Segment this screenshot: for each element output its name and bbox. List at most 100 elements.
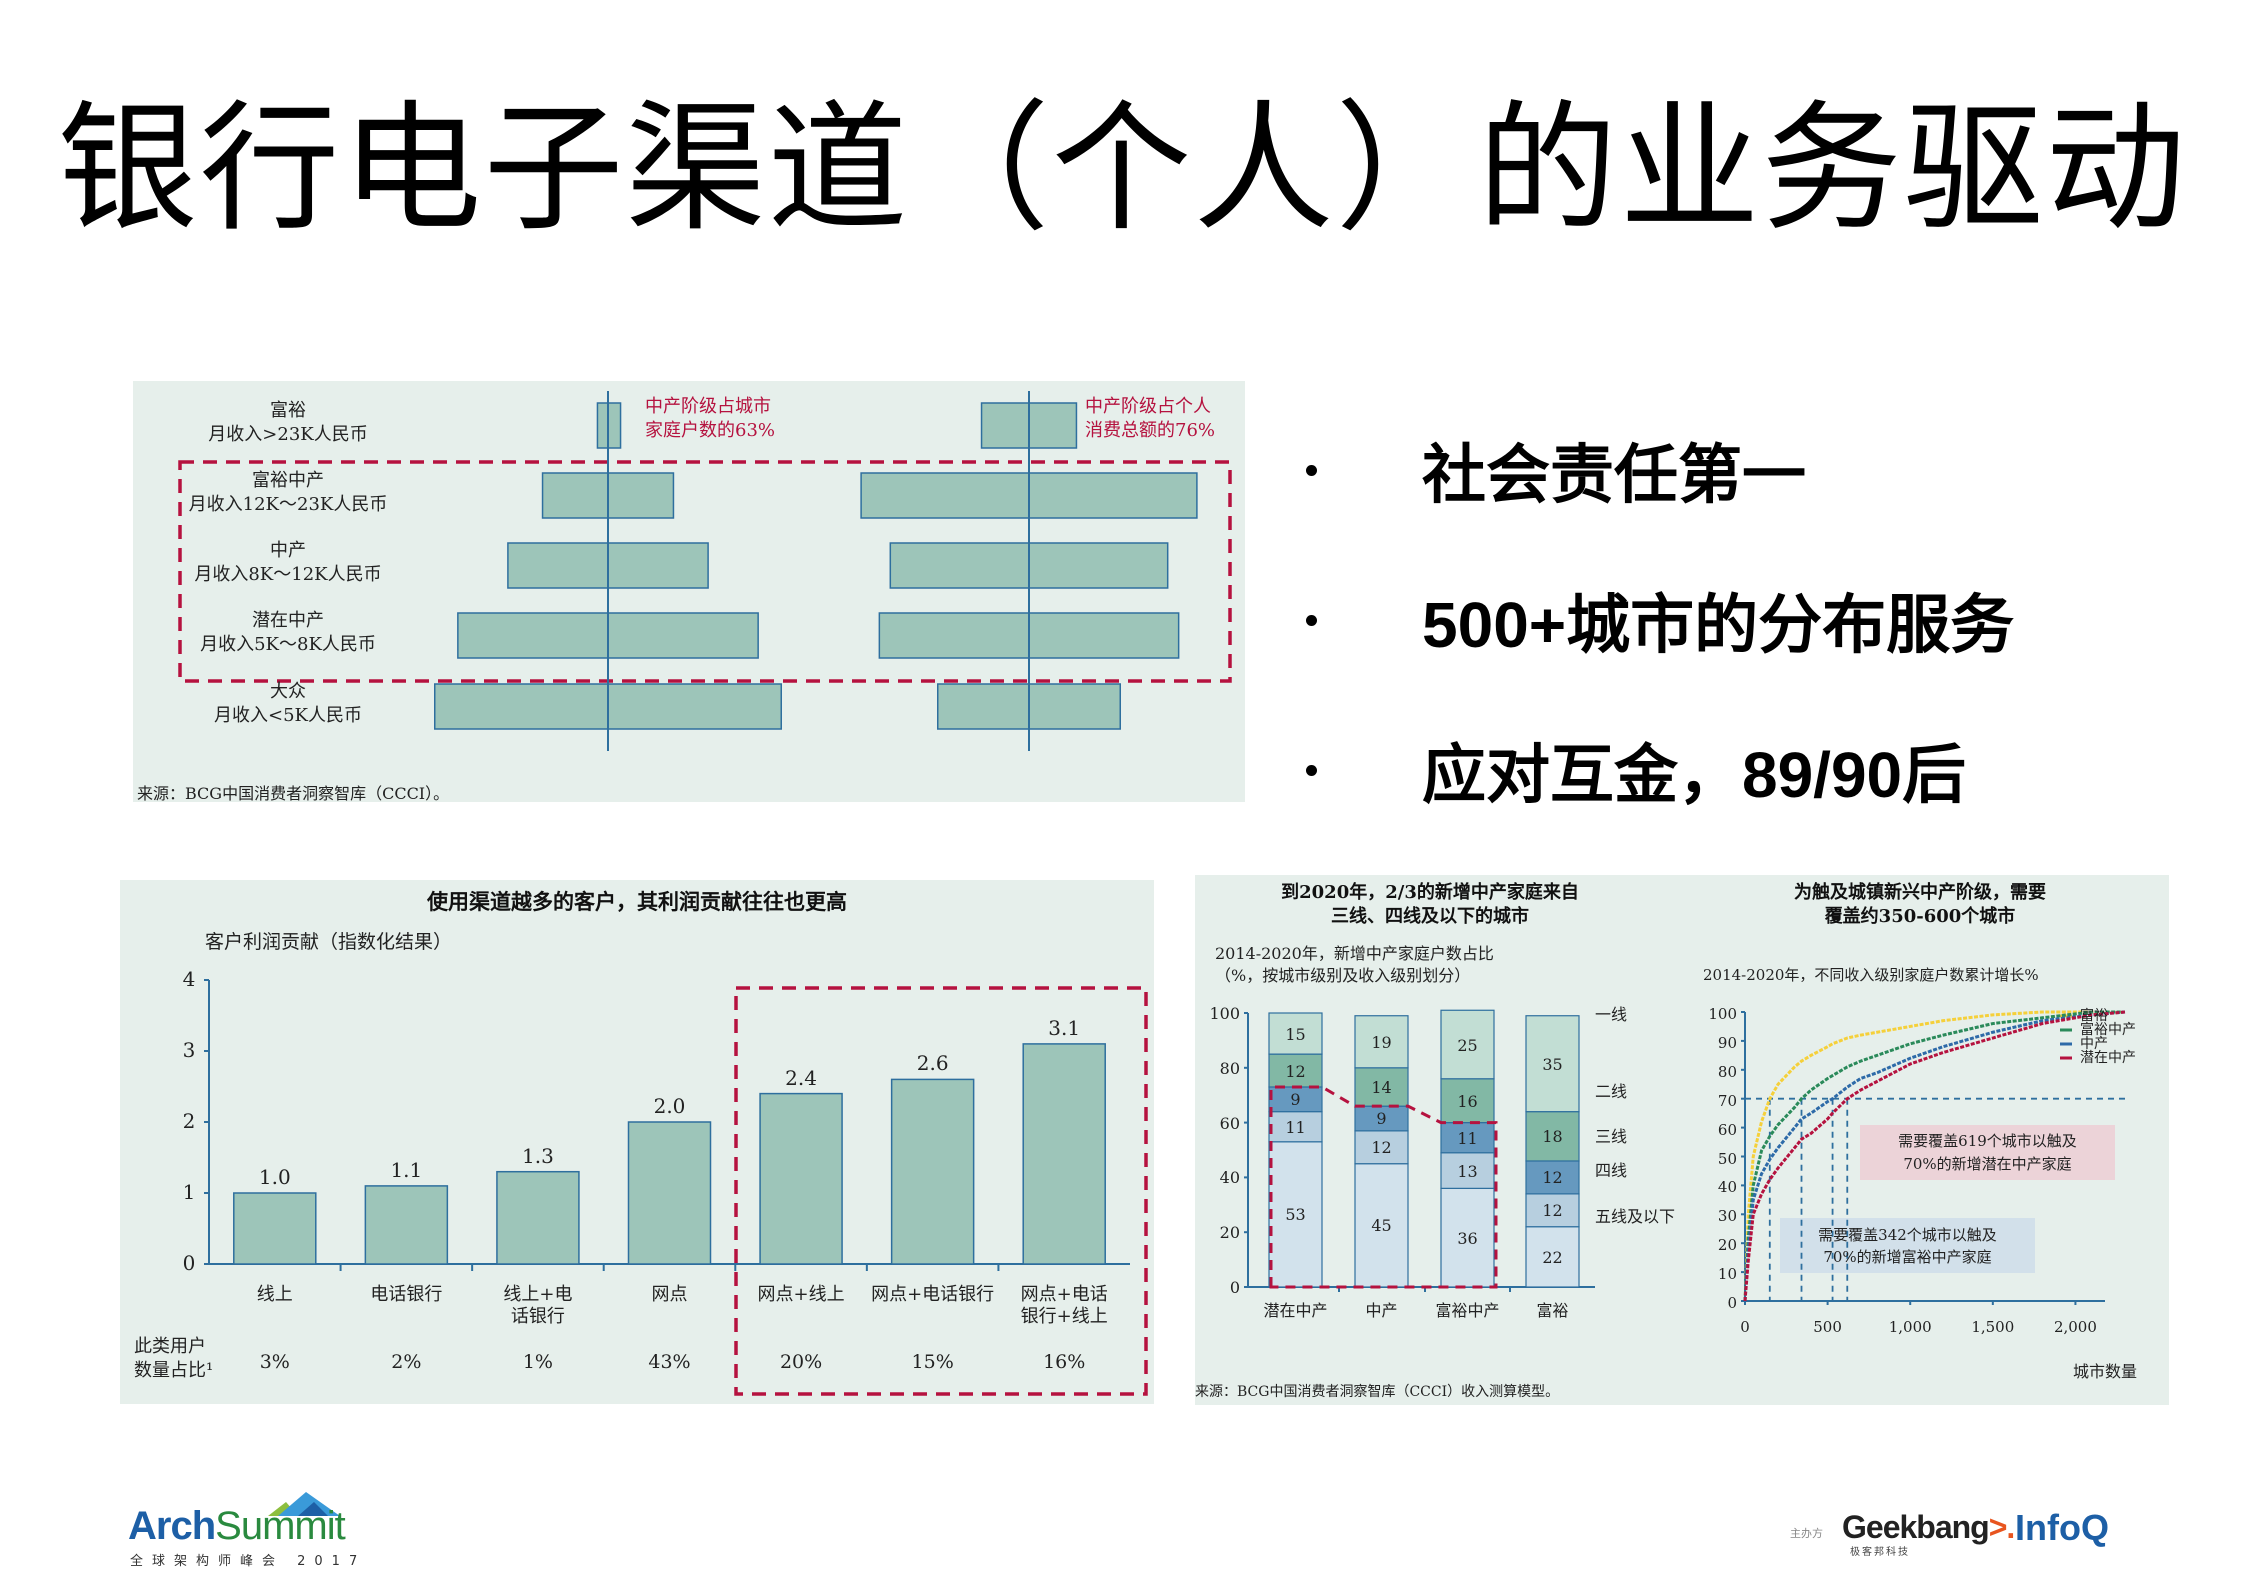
segment-value: 15 [1285,1024,1306,1044]
legend-label: 富裕中产 [2080,1022,2136,1038]
bullet-list: 社会责任第一 500+城市的分布服务 应对互金，89/90后 [1300,395,2200,845]
mountain-icon [268,1492,340,1516]
profit-bar [890,1078,975,1265]
coverage-line [1743,1010,2126,1302]
profit-svg [204,979,1148,1396]
y-tick-label: 80 [1717,1062,1737,1081]
stacked-segment [1440,1078,1495,1124]
annotation-line: 70%的新增富裕中产家庭 [1823,1248,1992,1266]
segment-value: 18 [1542,1127,1563,1147]
coverage-line [1743,1010,2125,1302]
coverage-chart-subtitle: 2014-2020年，不同收入级别家庭户数累计增长% [1703,966,2039,984]
pyramid-row-label: 富裕中产 月收入12K～23K人民币 [188,470,388,515]
bar-value-label: 3.1 [1048,1015,1081,1040]
stacked-chart-title: 到2020年，2/3的新增中产家庭来自 三线、四线及以下的城市 [1281,882,1579,927]
y-tick-label: 20 [1219,1223,1240,1243]
y-tick-label: 10 [1717,1265,1737,1284]
annotation-line: 需要覆盖342个城市以触及 [1818,1226,1997,1244]
segment-value: 35 [1542,1054,1563,1074]
geekbang-logo: Geekbang>. [1842,1509,2015,1545]
profit-bar [627,1121,712,1265]
segment-value: 13 [1457,1161,1478,1181]
bullet-item: 社会责任第一 [1300,395,2200,545]
x-tick-label: 500 [1813,1318,1842,1336]
segment-value: 16 [1457,1091,1478,1111]
segment-value: 12 [1285,1061,1306,1081]
y-tick-label: 20 [1717,1236,1737,1255]
stacked-segment [1440,1009,1495,1080]
annotation-line: 70%的新增潜在中产家庭 [1903,1155,2072,1173]
chart-title: 使用渠道越多的客户，其利润贡献往往也更高 [427,889,847,914]
segment-value: 9 [1290,1090,1301,1110]
profit-bar [364,1185,449,1265]
x-tick-label: 2,000 [2053,1318,2097,1336]
legend-label: 一线 [1595,1005,1628,1024]
annotation-line: 需要覆盖619个城市以触及 [1898,1132,2077,1150]
segment-value: 14 [1371,1077,1392,1097]
income-pyramid-chart: 富裕 月收入>23K人民币 富裕中产 月收入12K～23K人民币 中产 月收入8K～12K… [133,381,1245,803]
stacked-segment [1268,1141,1323,1288]
source-note: 来源：BCG中国消费者洞察智库（CCCI）。 [137,784,450,803]
share-value: 43% [648,1351,691,1373]
segment-value: 12 [1371,1138,1392,1158]
segment-value: 36 [1457,1228,1478,1248]
stacked-segment [1268,1111,1323,1143]
share-value: 2% [391,1351,422,1373]
y-tick-label: 0 [1229,1278,1240,1297]
bullet-item: 应对互金，89/90后 [1300,695,2200,845]
annotation-consumption: 中产阶级占个人 消费总额的76% [1085,396,1216,441]
x-tick-label: 1,000 [1888,1318,1932,1336]
x-category-label: 中产 [1365,1301,1398,1320]
segment-value: 11 [1457,1128,1478,1148]
stacked-segment [1525,1226,1580,1288]
x-category-label: 网点+电话 银行+线上 [1020,1284,1108,1327]
y-tick-label: 0 [182,1251,196,1275]
stacked-segment [1525,1111,1580,1162]
y-tick-label: 100 [1708,1005,1737,1023]
infoq-logo: InfoQ [2015,1507,2109,1548]
logo-subtitle: 全球架构师峰会 2017 [130,1554,367,1569]
bar-value-label: 2.0 [653,1094,686,1118]
y-tick-label: 3 [182,1038,196,1062]
geekbang-cn: 极客邦科技 [1850,1547,1910,1558]
legend-label: 三线 [1595,1127,1628,1146]
x-category-label: 网点+线上 [757,1284,845,1305]
segment-value: 12 [1542,1201,1563,1221]
bullet-dot-icon [1306,614,1317,626]
highlight-box [178,460,1232,683]
slide-title: 银行电子渠道（个人）的业务驱动 [57,88,2188,251]
stacked-segment [1525,1160,1580,1195]
y-axis-label: 客户利润贡献（指数化结果） [205,931,453,953]
share-value: 3% [259,1351,290,1373]
profit-bar-chart: 使用渠道越多的客户，其利润贡献往往也更高 客户利润贡献（指数化结果） 0 1 2 3 4… [120,880,1154,1404]
coverage-line [1743,1010,2125,1302]
x-axis-label: 城市数量 [2073,1362,2138,1381]
stacked-svg [1244,1009,2126,1305]
x-category-label: 线上+电 话银行 [503,1284,573,1327]
bar-value-label: 2.4 [785,1065,817,1090]
x-category-label: 网点+电话银行 [871,1284,995,1305]
stacked-city-tier-chart: 到2020年，2/3的新增中产家庭来自 三线、四线及以下的城市 2014-202… [1195,875,2169,1405]
pyramid-row-label: 大众 月收入<5K人民币 [214,681,362,726]
legend-label: 五线及以下 [1595,1207,1676,1226]
y-tick-label: 70 [1717,1091,1737,1110]
x-category-label: 网点 [651,1284,688,1305]
x-category-label: 线上 [256,1284,293,1305]
segment-value: 12 [1542,1168,1563,1188]
archsummit-logo: ArchSummit 全球架构师峰会 2017 [128,1490,368,1570]
annotation-households: 中产阶级占城市 家庭户数的63% [645,396,776,441]
x-tick-label: 1,500 [1971,1318,2015,1336]
x-category-label: 潜在中产 [1263,1301,1328,1320]
profit-bar [759,1092,843,1265]
bar-value-label: 1.0 [258,1165,291,1189]
x-category-label: 富裕 [1536,1301,1569,1320]
segment-value: 25 [1457,1035,1478,1055]
coverage-line [1743,1010,2126,1302]
y-tick-label: 2 [182,1109,196,1133]
bullet-item: 500+城市的分布服务 [1300,545,2200,695]
legend-label: 四线 [1595,1161,1628,1180]
bar-value-label: 1.1 [390,1157,423,1182]
coverage-chart-title: 为触及城镇新兴中产阶级，需要 覆盖约350-600个城市 [1794,882,2046,927]
host-logos: 主办方 Geekbang>. 极客邦科技 InfoQ [1790,1505,2150,1558]
host-label: 主办方 [1790,1527,1823,1540]
